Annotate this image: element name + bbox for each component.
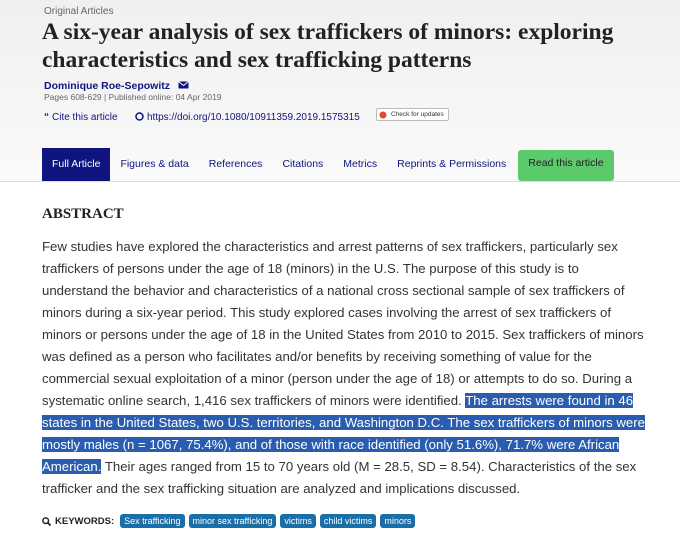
link-icon xyxy=(135,112,144,121)
check-updates[interactable]: Check for updates xyxy=(376,108,449,121)
keywords-label: KEYWORDS: xyxy=(55,515,115,527)
article-title: A six-year analysis of sex traffickers o… xyxy=(42,19,614,73)
abstract-body: Few studies have explored the characteri… xyxy=(42,236,648,500)
author[interactable]: Dominique Roe-Sepowitz xyxy=(44,80,170,92)
tab[interactable]: Figures & data xyxy=(120,158,189,170)
tab[interactable]: Reprints & Permissions xyxy=(397,158,507,170)
keyword[interactable]: minor sex trafficking xyxy=(188,514,277,528)
keyword[interactable]: Sex trafficking xyxy=(120,514,185,528)
keyword[interactable]: victims xyxy=(280,514,316,528)
updates-icon xyxy=(379,111,387,119)
tab[interactable]: References xyxy=(208,158,263,170)
tab-bar: Full Article Figures & data References Cita… xyxy=(42,148,614,181)
abstract-text: Their ages ranged from 15 to 70 years ol… xyxy=(42,459,637,496)
cite-link[interactable]: “Cite this article xyxy=(44,112,118,123)
mail-icon[interactable] xyxy=(178,81,190,89)
abstract-heading: ABSTRACT xyxy=(42,206,124,222)
author-row: Dominique Roe-Sepowitz xyxy=(44,76,190,94)
publication-meta: Pages 608-629 | Published online: 04 Apr… xyxy=(44,92,222,102)
keyword[interactable]: minors xyxy=(380,514,416,528)
doi-text[interactable]: https://doi.org/10.1080/10911359.2019.15… xyxy=(147,112,360,123)
keywords: KEYWORDS: Sex trafficking minor sex traff… xyxy=(42,514,416,528)
keyword[interactable]: child victims xyxy=(319,514,377,528)
tab[interactable]: Citations xyxy=(282,158,324,170)
tab[interactable]: Metrics xyxy=(343,158,378,170)
search-icon xyxy=(42,516,51,526)
tab[interactable]: Full Article xyxy=(42,148,111,181)
section-label: Original Articles xyxy=(44,6,114,17)
doi-link[interactable]: https://doi.org/10.1080/10911359.2019.15… xyxy=(135,112,360,123)
abstract-text: Few studies have explored the characteri… xyxy=(42,239,644,408)
divider xyxy=(0,181,680,182)
cite-text[interactable]: Cite this article xyxy=(52,112,118,123)
tab[interactable]: Read this article xyxy=(518,150,614,181)
